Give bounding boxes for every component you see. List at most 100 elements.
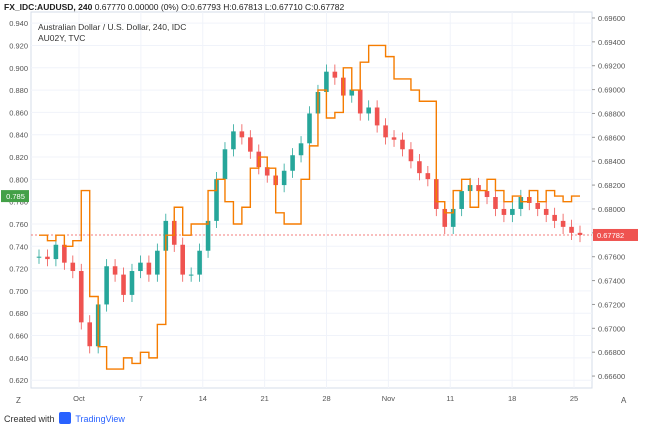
right-price-badge-label: 0.67782: [597, 231, 624, 240]
left-axis-tick-label: 0.900: [9, 64, 28, 73]
candle-body: [425, 173, 431, 180]
candle-body: [197, 250, 202, 275]
right-axis-tick-label: 0.67400: [598, 277, 625, 286]
x-axis-tick-label: Nov: [382, 394, 396, 403]
candle-body: [577, 232, 583, 235]
candle-body: [408, 149, 414, 162]
right-axis-tick-label: 0.69000: [598, 86, 625, 95]
left-axis-tick-label: 0.720: [9, 265, 28, 274]
candle-body: [248, 137, 253, 152]
header-line: FX_IDC:AUDUSD, 240 0.67770 0.00000 (0%) …: [4, 2, 344, 12]
candle-body: [366, 107, 371, 114]
candle-body: [264, 167, 270, 176]
candle-body: [484, 191, 490, 198]
candle-body: [45, 256, 50, 260]
x-axis-tick-label: Oct: [73, 394, 86, 403]
right-axis-tick-label: 0.69400: [598, 38, 625, 47]
candle-body: [535, 202, 541, 209]
candle-body: [493, 197, 498, 209]
left-price-badge: [1, 190, 29, 203]
right-price-badge: [593, 228, 638, 241]
left-axis-tick-label: 0.660: [9, 332, 28, 341]
candle-body: [155, 250, 160, 275]
candle-body: [476, 185, 481, 192]
left-axis-tick-label: 0.760: [9, 220, 28, 229]
candle-body: [543, 208, 549, 215]
left-axis-tick-label: 0.820: [9, 153, 28, 162]
candle-body: [138, 262, 143, 272]
tradingview-logo-icon: [59, 412, 72, 424]
candle-body: [383, 125, 388, 138]
x-axis-tick-label: 18: [508, 394, 516, 403]
candle-body: [459, 191, 464, 209]
x-axis-tick-label: 11: [446, 394, 454, 403]
candle-body: [214, 179, 219, 221]
x-axis-tick-label: 21: [260, 394, 268, 403]
candle-body: [231, 131, 236, 150]
candle-body: [391, 137, 397, 140]
candle-body: [36, 256, 42, 258]
right-axis-tick-label: 0.69600: [598, 14, 625, 23]
candle-body: [53, 244, 59, 260]
overlay-name: AU02Y, TVC: [38, 33, 86, 43]
candle-body: [442, 208, 448, 227]
candle-body: [298, 143, 304, 156]
footer: Created with TradingView: [4, 412, 125, 424]
candle-body: [180, 244, 185, 275]
candle-body: [78, 271, 84, 323]
right-axis-tick-label: 0.68200: [598, 181, 625, 190]
candle-body: [188, 274, 194, 276]
right-axis-tick-label: 0.67200: [598, 300, 625, 309]
candle-body: [205, 220, 211, 251]
candle-body: [510, 208, 515, 215]
right-axis-tick-label: 0.66800: [598, 348, 625, 357]
right-axis-tick-label: 0.68800: [598, 109, 625, 118]
left-axis-tick-label: 0.880: [9, 86, 28, 95]
candle-body: [129, 271, 135, 295]
tradingview-brand[interactable]: TradingView: [75, 414, 125, 424]
left-axis-tick-label: 0.940: [9, 19, 28, 28]
ohlc-readout: 0.67770 0.00000 (0%) O:0.67793 H:0.67813…: [94, 2, 345, 12]
series-line-au02y: [39, 44, 580, 370]
left-axis-tick-label: 0.840: [9, 131, 28, 140]
right-axis-tick-label: 0.66600: [598, 372, 625, 381]
corner-right-label[interactable]: A: [621, 396, 627, 405]
right-axis-tick-label: 0.67000: [598, 324, 625, 333]
candle-body: [332, 71, 338, 78]
x-axis-tick-label: 25: [570, 394, 578, 403]
candle-body: [281, 170, 287, 186]
created-with-label: Created with: [4, 414, 55, 424]
left-axis-tick-label: 0.640: [9, 354, 28, 363]
right-axis-tick-label: 0.68400: [598, 157, 625, 166]
left-axis-tick-label: 0.620: [9, 376, 28, 385]
candle-body: [112, 266, 118, 275]
symbol-label: FX_IDC:AUDUSD, 240: [4, 2, 93, 12]
candle-body: [518, 197, 524, 209]
left-axis-tick-label: 0.860: [9, 108, 28, 117]
candle-body: [400, 139, 405, 150]
candle-body: [569, 226, 574, 233]
plot-frame: [30, 11, 593, 389]
right-axis-tick-label: 0.69200: [598, 62, 625, 71]
candle-body: [121, 274, 126, 295]
corner-left-label[interactable]: Z: [16, 396, 21, 405]
right-axis-tick-label: 0.68000: [598, 205, 625, 214]
candle-body: [239, 131, 245, 138]
candle-body: [560, 220, 566, 227]
left-axis-tick-label: 0.780: [9, 198, 28, 207]
left-axis-tick-label: 0.680: [9, 309, 28, 318]
candle-body: [87, 322, 93, 347]
candle-body: [307, 113, 312, 144]
candle-body: [501, 208, 507, 215]
candle-body: [357, 89, 363, 114]
candle-body: [349, 89, 355, 96]
left-axis-tick-label: 0.700: [9, 287, 28, 296]
candle-body: [552, 214, 557, 221]
left-axis-tick-label: 0.740: [9, 242, 28, 251]
left-axis-tick-label: 0.800: [9, 175, 28, 184]
right-axis-tick-label: 0.68600: [598, 133, 625, 142]
right-axis-tick-label: 0.67600: [598, 253, 625, 262]
candle-body: [104, 266, 109, 305]
